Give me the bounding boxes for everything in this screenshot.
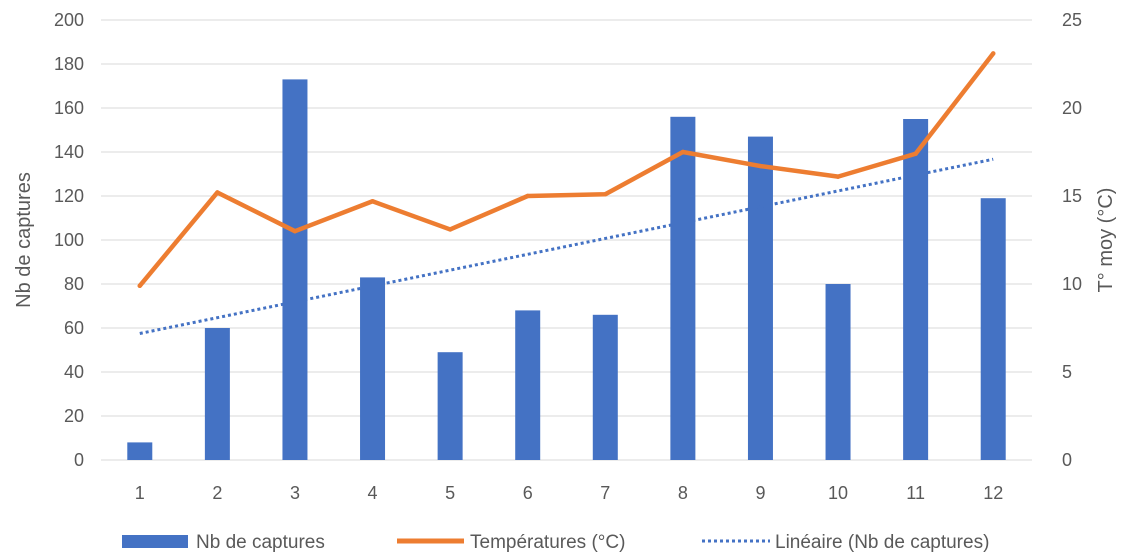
y-tick-label: 40 — [64, 362, 84, 382]
temperature-point — [680, 149, 686, 155]
x-tick-label: 12 — [983, 483, 1003, 503]
temperature-point — [758, 163, 763, 169]
x-tick-label: 10 — [828, 483, 848, 503]
y-tick-label: 160 — [54, 98, 84, 118]
legend-label-trend: Linéaire (Nb de captures) — [775, 532, 989, 553]
y2-axis-title: T° moy (°C) — [1095, 188, 1117, 293]
x-tick-label: 2 — [212, 483, 222, 503]
x-tick-label: 6 — [523, 483, 533, 503]
x-tick-label: 9 — [755, 483, 765, 503]
y-tick-label: 200 — [54, 10, 84, 30]
temperature-point — [603, 192, 608, 197]
legend-swatch-bars — [122, 535, 188, 548]
x-tick-label: 4 — [368, 483, 378, 503]
temperature-point — [215, 190, 220, 195]
x-axis-ticks: 1 2 3 4 5 6 7 8 9 10 11 12 — [135, 483, 1003, 503]
y-tick-label: 20 — [64, 406, 84, 426]
y2-tick-label: 10 — [1062, 274, 1082, 294]
bar — [204, 328, 230, 460]
x-tick-label: 3 — [290, 483, 300, 503]
temperature-point — [913, 151, 918, 156]
bar — [360, 277, 386, 460]
bar — [437, 352, 463, 460]
legend-label-line: Températures (°C) — [470, 532, 625, 553]
x-tick-label: 5 — [445, 483, 455, 503]
y-tick-label: 0 — [74, 450, 84, 470]
y2-tick-label: 20 — [1062, 98, 1082, 118]
line-series — [137, 51, 996, 289]
legend: Nb de captures Températures (°C) Linéair… — [122, 532, 989, 553]
bar — [747, 136, 773, 460]
y2-tick-label: 5 — [1062, 362, 1072, 382]
bar — [282, 79, 308, 461]
y-axis-title: Nb de captures — [13, 172, 35, 308]
x-tick-label: 1 — [135, 483, 145, 503]
x-tick-label: 7 — [600, 483, 610, 503]
y-tick-label: 120 — [54, 186, 84, 206]
x-tick-label: 11 — [906, 483, 925, 503]
trendline-series — [139, 157, 994, 335]
y-axis-ticks: 0 20 40 60 80 100 120 140 160 180 200 — [54, 10, 84, 470]
bar — [670, 116, 696, 461]
y2-tick-label: 0 — [1062, 450, 1072, 470]
bar — [515, 310, 541, 460]
bar-series — [127, 79, 1006, 461]
temperature-point — [370, 199, 375, 204]
trendline — [139, 157, 994, 335]
y2-tick-label: 25 — [1062, 10, 1082, 30]
y2-axis-ticks: 0 5 10 15 20 25 — [1062, 10, 1082, 470]
temperature-point — [525, 193, 530, 199]
bar — [980, 198, 1006, 460]
temperature-point — [835, 174, 841, 179]
temperature-line — [137, 51, 996, 289]
bar — [825, 284, 851, 460]
y-tick-label: 80 — [64, 274, 84, 294]
legend-label-bars: Nb de captures — [196, 532, 325, 553]
bar — [903, 119, 929, 460]
gridlines — [101, 19, 1032, 461]
bar — [127, 442, 153, 460]
temperature-point — [447, 227, 453, 232]
y-tick-label: 60 — [64, 318, 84, 338]
y-tick-label: 180 — [54, 54, 84, 74]
temperature-point — [292, 229, 298, 234]
x-tick-label: 8 — [678, 483, 688, 503]
temperature-point — [137, 283, 142, 288]
y2-tick-label: 15 — [1062, 186, 1082, 206]
y-tick-label: 100 — [54, 230, 84, 250]
temperature-point — [991, 51, 996, 56]
bar — [592, 314, 618, 460]
y-tick-label: 140 — [54, 142, 84, 162]
